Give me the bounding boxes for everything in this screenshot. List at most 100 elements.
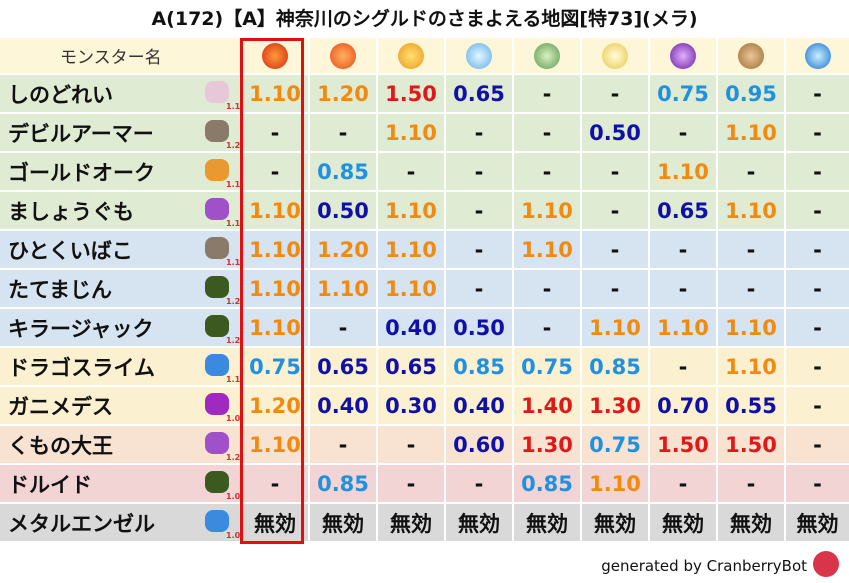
resistance-value: 無効 xyxy=(716,504,784,541)
resistance-value: 0.40 xyxy=(444,387,512,424)
monster-level: 1.1 xyxy=(226,180,241,189)
resistance-value: - xyxy=(784,387,849,424)
resistance-value: - xyxy=(784,465,849,502)
monster-name: ゴールドオーク xyxy=(8,160,155,185)
element-icon xyxy=(648,38,716,73)
monster-level: 1.1 xyxy=(226,102,241,111)
resistance-value: 0.60 xyxy=(444,426,512,463)
monster-level: 1.2 xyxy=(226,453,241,462)
monster-name: デビルアーマー xyxy=(8,121,154,146)
resistance-value: 無効 xyxy=(376,504,444,541)
element-icon xyxy=(308,38,376,73)
resistance-value: - xyxy=(648,348,716,385)
resistance-value: 1.10 xyxy=(376,192,444,229)
monster-name: ひとくいばこ xyxy=(8,238,133,263)
element-icon xyxy=(376,38,444,73)
resistance-value: - xyxy=(308,114,376,151)
table-row: メタルエンゼル 1.0 無効 無効 無効 無効 無効 無効 無効 無効 無効 xyxy=(0,504,849,543)
resistance-value: - xyxy=(580,231,648,268)
monster-icon xyxy=(205,432,229,454)
resistance-value: 1.10 xyxy=(716,192,784,229)
resistance-value: 1.50 xyxy=(716,426,784,463)
resistance-value: - xyxy=(784,153,849,190)
resistance-value: 1.10 xyxy=(308,270,376,307)
monster-name: メタルエンゼル xyxy=(8,511,155,536)
footer: generated by CranberryBot xyxy=(601,557,807,575)
resistance-value: - xyxy=(444,465,512,502)
resistance-value: - xyxy=(376,426,444,463)
resistance-value: 1.20 xyxy=(308,231,376,268)
resistance-value: 1.10 xyxy=(716,309,784,346)
resistance-value: 1.10 xyxy=(648,309,716,346)
monster-level: 1.1 xyxy=(226,258,241,267)
resistance-value: 1.10 xyxy=(376,270,444,307)
resistance-value: 無効 xyxy=(648,504,716,541)
resistance-value: - xyxy=(512,309,580,346)
monster-icon xyxy=(205,510,229,532)
table-row: ガニメデス 1.0 1.20 0.40 0.30 0.40 1.40 1.30 0.70 0.55… xyxy=(0,387,849,426)
monster-name: ドルイド xyxy=(8,472,92,497)
monster-icon xyxy=(205,120,229,142)
monster-level: 1.0 xyxy=(226,414,241,423)
table-row: ましょうぐも 1.1 1.10 0.50 1.10-1.10-0.65 1.10- xyxy=(0,192,849,231)
table-row: ひとくいばこ 1.1 1.10 1.20 1.10-1.10- - - - xyxy=(0,231,849,270)
monster-level: 1.1 xyxy=(226,219,241,228)
table-row: ドルイド 1.0-0.85- -0.85 1.10- - - xyxy=(0,465,849,504)
monster-icon xyxy=(205,198,229,220)
title: A(172)【A】神奈川のシグルドのさまよえる地図[特73](メラ) xyxy=(151,8,698,30)
resistance-value: 1.10 xyxy=(716,348,784,385)
resistance-value: - xyxy=(784,114,849,151)
resistance-value: - xyxy=(784,309,849,346)
resistance-value: 1.10 xyxy=(648,153,716,190)
resistance-value: 0.85 xyxy=(512,465,580,502)
resistance-value: - xyxy=(784,270,849,307)
header-label: モンスター名 xyxy=(60,48,162,68)
resistance-value: - xyxy=(512,153,580,190)
resistance-value: - xyxy=(512,75,580,112)
resistance-value: - xyxy=(444,114,512,151)
resistance-value: 1.50 xyxy=(376,75,444,112)
monster-name: くもの大王 xyxy=(8,433,113,458)
resistance-value: 1.10 xyxy=(716,114,784,151)
resistance-value: - xyxy=(512,114,580,151)
monster-name: ドラゴスライム xyxy=(8,355,155,380)
resistance-value: 1.30 xyxy=(580,387,648,424)
resistance-value: - xyxy=(512,270,580,307)
resistance-value: 0.95 xyxy=(716,75,784,112)
resistance-value: 1.40 xyxy=(512,387,580,424)
table-row: しのどれい 1.1 1.10 1.20 1.50 0.65- -0.75 0.95- xyxy=(0,75,849,114)
resistance-value: 0.75 xyxy=(648,75,716,112)
resistance-value: - xyxy=(444,153,512,190)
resistance-value: 0.85 xyxy=(308,465,376,502)
resistance-value: - xyxy=(784,231,849,268)
resistance-value: - xyxy=(376,153,444,190)
monster-icon xyxy=(205,159,229,181)
resistance-value: 0.65 xyxy=(444,75,512,112)
resistance-value: - xyxy=(784,348,849,385)
monster-icon xyxy=(205,237,229,259)
resistance-value: 1.10 xyxy=(376,231,444,268)
monster-icon xyxy=(205,81,229,103)
monster-icon xyxy=(205,393,229,415)
monster-level: 1.2 xyxy=(226,297,241,306)
table-row: ドラゴスライム 1.1 0.75 0.65 0.65 0.85 0.75 0.85-1.10- xyxy=(0,348,849,387)
monster-icon xyxy=(205,315,229,337)
resistance-value: 1.50 xyxy=(648,426,716,463)
element-icon xyxy=(512,38,580,73)
monster-name: キラージャック xyxy=(8,316,154,341)
resistance-value: 0.50 xyxy=(308,192,376,229)
resistance-value: - xyxy=(648,114,716,151)
resistance-value: - xyxy=(784,75,849,112)
resistance-value: - xyxy=(784,192,849,229)
resistance-value: - xyxy=(444,231,512,268)
resistance-value: 0.50 xyxy=(580,114,648,151)
resistance-value: - xyxy=(308,309,376,346)
logo xyxy=(813,551,839,577)
resistance-value: 0.85 xyxy=(580,348,648,385)
resistance-value: - xyxy=(716,231,784,268)
table-row: キラージャック 1.2 1.10-0.40 0.50-1.10 1.10 1.10- xyxy=(0,309,849,348)
resistance-value: 1.10 xyxy=(512,192,580,229)
resistance-value: - xyxy=(580,192,648,229)
monster-icon xyxy=(205,354,229,376)
